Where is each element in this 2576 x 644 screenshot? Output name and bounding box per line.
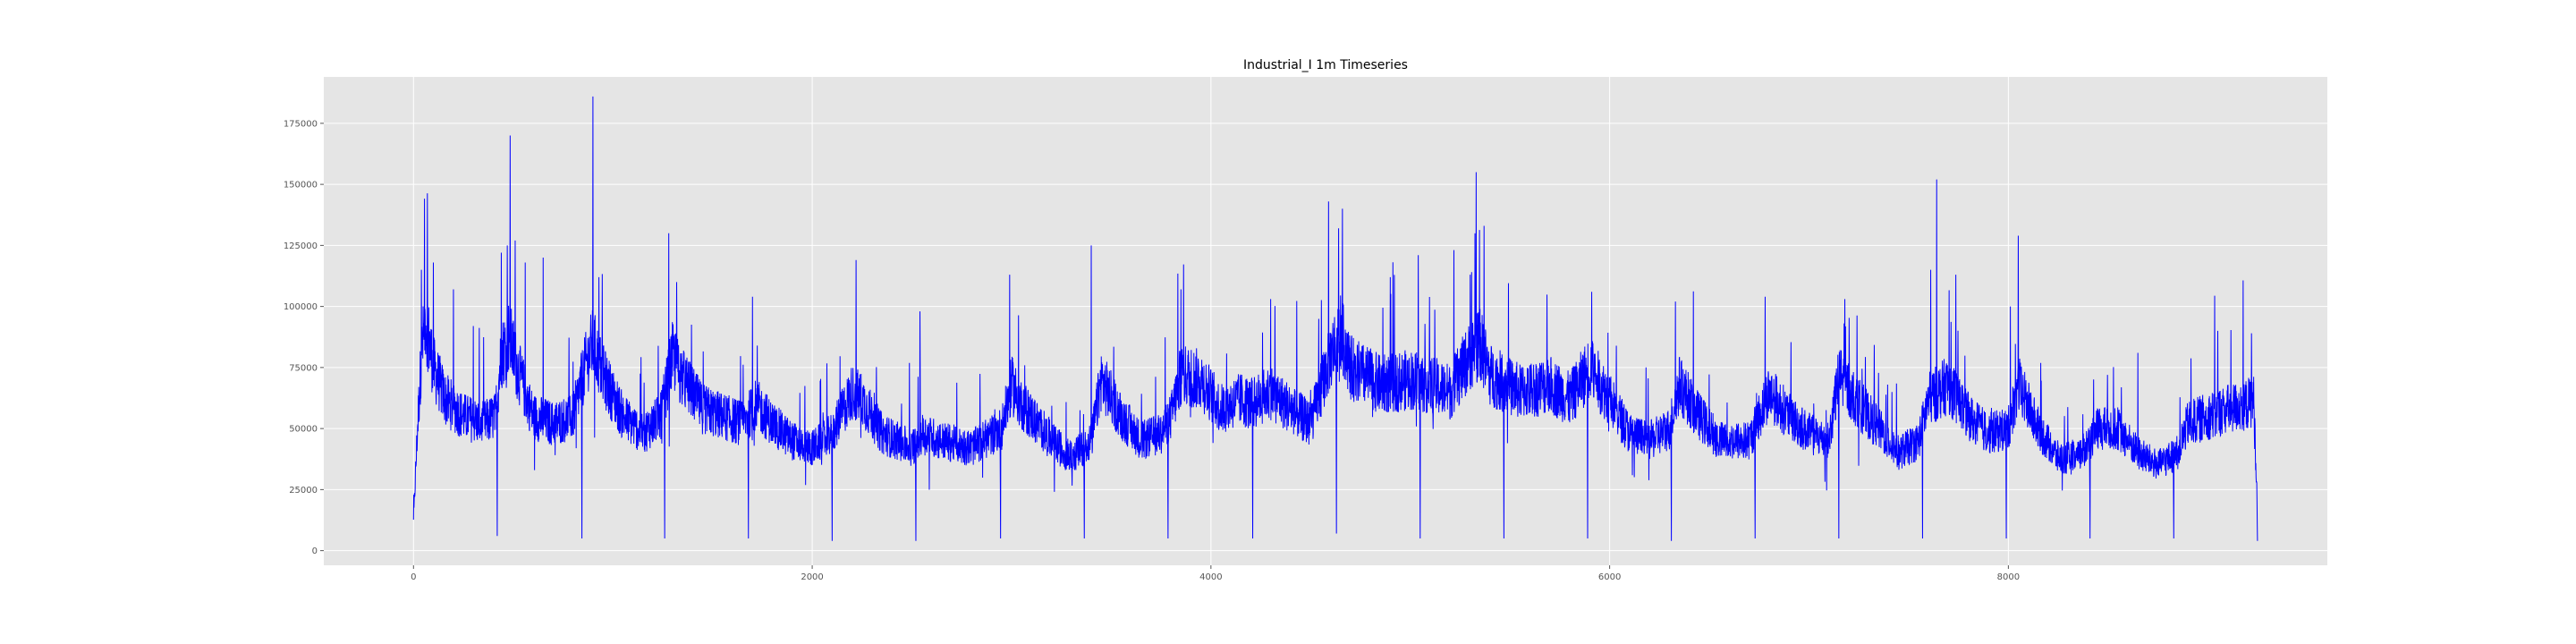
y-tick-label: 125000 [284, 242, 318, 251]
x-tick-label: 4000 [1199, 572, 1222, 582]
x-tick-label: 2000 [801, 572, 823, 582]
y-tick-label: 175000 [284, 119, 318, 129]
y-tick-label: 75000 [289, 363, 318, 373]
tick-labels: 0 2000 4000 6000 8000 0 25000 50000 75000 100000 1… [284, 119, 2020, 582]
y-tick-label: 150000 [284, 181, 318, 191]
x-tick-label: 8000 [1997, 572, 2020, 582]
y-tick-label: 100000 [284, 302, 318, 312]
y-tick-label: 25000 [289, 486, 318, 496]
y-tick-label: 50000 [289, 425, 318, 435]
chart-title: Industrial_I 1m Timeseries [1243, 58, 1408, 72]
x-tick-label: 0 [411, 572, 416, 582]
plot-area [324, 77, 2327, 565]
series-layer [412, 96, 2258, 541]
y-tick-label: 0 [312, 547, 318, 556]
series-line [412, 96, 2258, 541]
x-tick-label: 6000 [1598, 572, 1621, 582]
